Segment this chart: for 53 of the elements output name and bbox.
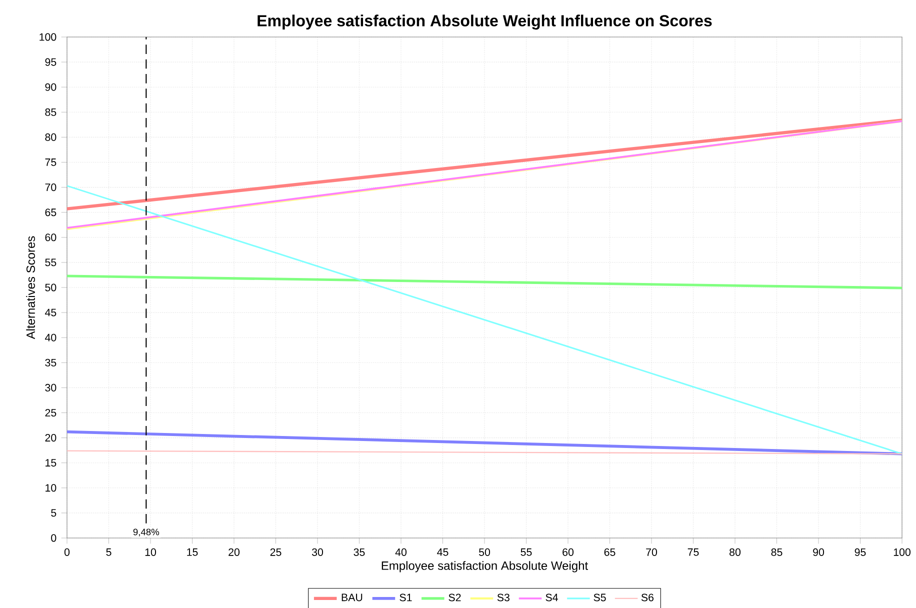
y-tick-label: 95 [45,58,56,66]
y-tick-label: 20 [45,434,56,442]
y-tick-label: 90 [45,83,56,91]
y-tick-label: 50 [45,284,56,292]
y-axis-title: Alternatives Scores [26,236,35,340]
x-tick-label: 65 [604,548,616,556]
y-tick-label: 80 [45,133,56,141]
legend-label: S4 [546,594,558,602]
x-tick-label: 80 [730,548,741,556]
x-tick-label: 50 [478,548,490,556]
legend-label: BAU [342,594,362,602]
y-tick-label: 70 [45,184,56,192]
y-tick-label: 10 [46,484,56,492]
legend-label: S1 [400,594,412,602]
x-tick-label: 20 [228,548,240,556]
legend-label: S3 [497,594,510,602]
y-tick-label: 35 [45,358,56,366]
x-tick-label: 70 [646,548,658,556]
y-tick-label: 5 [51,509,56,517]
y-tick-label: 15 [46,459,56,467]
y-tick-label: 0 [51,534,56,542]
legend-label: S2 [448,594,461,602]
x-tick-label: 40 [395,548,407,556]
y-tick-label: 65 [45,208,56,216]
y-tick-label: 25 [45,408,56,417]
x-tick-label: 15 [187,548,198,556]
x-tick-label: 45 [437,548,448,556]
y-tick-label: 85 [45,108,56,116]
chart-title: Employee satisfaction Absolute Weight Influence on Scores [258,14,712,30]
x-tick-label: 100 [894,548,910,556]
y-tick-label: 55 [45,258,56,266]
x-tick-label: 30 [312,548,324,556]
x-tick-label: 75 [688,548,699,556]
x-tick-label: 25 [270,548,282,556]
x-tick-label: 35 [354,548,365,556]
x-tick-label: 90 [813,548,824,556]
x-tick-label: 95 [854,548,866,556]
legend-label: S6 [641,594,654,602]
x-axis-title: Employee satisfaction Absolute Weight [382,561,588,572]
ref-line-label: 9,48% [133,528,160,536]
y-tick-label: 40 [44,334,56,342]
x-tick-label: 0 [64,548,70,556]
x-tick-label: 60 [562,548,574,556]
y-tick-label: 30 [45,384,56,392]
legend-label: S5 [594,594,606,602]
y-tick-label: 75 [45,158,56,166]
x-tick-label: 85 [771,548,782,556]
x-tick-label: 5 [106,548,112,556]
x-tick-label: 10 [145,548,156,556]
y-tick-label: 60 [45,234,56,242]
y-tick-label: 100 [40,33,56,41]
y-tick-label: 45 [44,308,56,316]
x-tick-label: 55 [520,548,532,556]
